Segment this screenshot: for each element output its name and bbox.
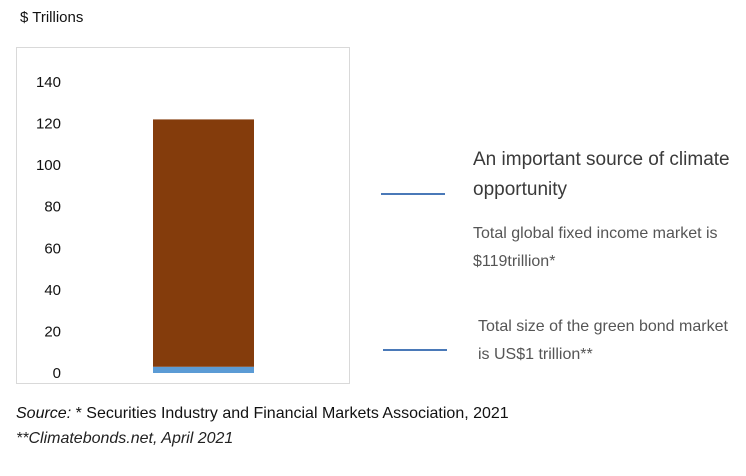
bar-segment-green-bond <box>153 366 254 373</box>
y-tick-label: 60 <box>44 240 61 257</box>
source-line-2: **Climatebonds.net, April 2021 <box>16 430 234 447</box>
annotation-title: An important source of climate opportuni… <box>473 149 730 200</box>
y-tick-label: 140 <box>36 74 61 91</box>
source-note: Source: * Securities Industry and Financ… <box>16 405 509 423</box>
y-tick-label: 100 <box>36 157 61 174</box>
source-prefix: Source: <box>16 405 72 422</box>
y-tick-label: 120 <box>36 116 61 133</box>
y-tick-label: 0 <box>53 365 61 382</box>
bar-segment-fixed-income <box>153 119 254 367</box>
y-tick-label: 80 <box>44 199 61 216</box>
annotation-green-bond-text: Total size of the green bond market is U… <box>478 318 728 363</box>
y-axis-ticks: 0 20 40 60 80 100 120 140 <box>36 74 61 382</box>
annotation-fixed-income-text: Total global fixed income market is $119… <box>473 225 718 270</box>
plot-area-frame <box>16 47 350 384</box>
y-tick-label: 20 <box>44 323 61 340</box>
y-axis-unit-label: $ Trillions <box>20 9 84 26</box>
y-tick-label: 40 <box>44 282 61 299</box>
stacked-bar <box>153 119 254 373</box>
annotation-connector-line <box>383 349 447 351</box>
annotation-connector-line <box>381 193 445 195</box>
source-line-1: * Securities Industry and Financial Mark… <box>75 405 509 422</box>
